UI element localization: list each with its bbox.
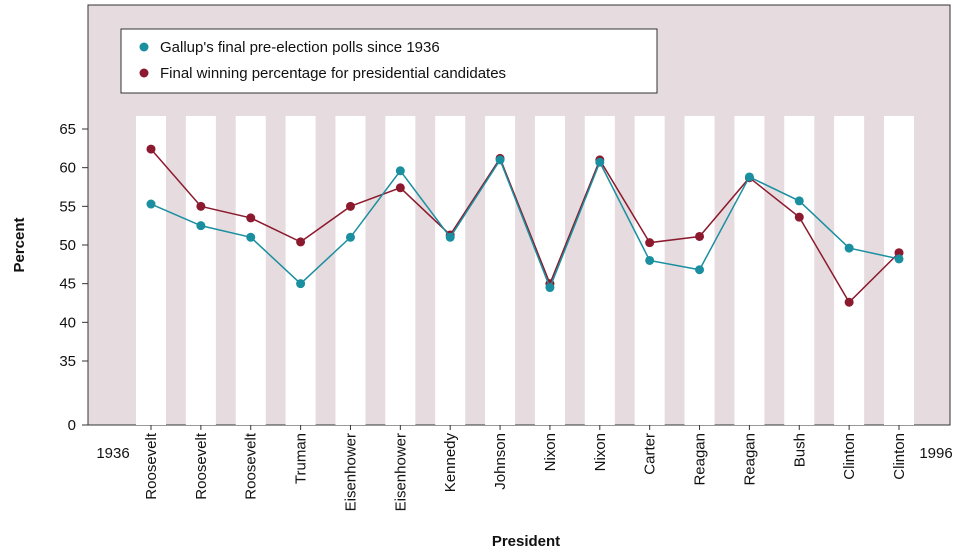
data-point bbox=[196, 221, 206, 231]
category-stripe bbox=[634, 116, 665, 425]
category-stripe bbox=[884, 116, 914, 425]
x-tick-label: Reagan bbox=[692, 433, 709, 486]
category-stripe bbox=[385, 116, 416, 425]
y-tick-label: 55 bbox=[59, 198, 76, 215]
category-stripe bbox=[335, 116, 366, 425]
x-tick-label: Carter bbox=[642, 433, 659, 475]
data-point bbox=[196, 201, 206, 211]
category-stripe bbox=[235, 116, 266, 425]
data-point bbox=[894, 248, 904, 258]
data-point bbox=[545, 283, 555, 293]
y-axis-title: Percent bbox=[11, 217, 28, 272]
data-point bbox=[495, 155, 505, 165]
data-point bbox=[395, 183, 405, 193]
data-point bbox=[445, 232, 455, 242]
y-tick-label: 40 bbox=[59, 314, 76, 331]
x-tick-label: Clinton bbox=[891, 433, 908, 480]
data-point bbox=[894, 254, 904, 264]
x-tick-label: Roosevelt bbox=[193, 432, 210, 500]
x-tick-label: Bush bbox=[791, 433, 808, 467]
category-stripe bbox=[285, 116, 316, 425]
data-point bbox=[345, 232, 355, 242]
legend-marker bbox=[139, 68, 149, 78]
x-tick-label: Truman bbox=[293, 433, 310, 484]
data-point bbox=[695, 231, 705, 241]
x-tick-label: Johnson bbox=[492, 433, 509, 490]
x-axis: Roosevelt Roosevelt Roosevelt Truman Eisenho… bbox=[96, 425, 953, 511]
y-tick-label: 35 bbox=[59, 353, 76, 370]
y-tick-label: 65 bbox=[59, 121, 76, 138]
data-point bbox=[645, 255, 655, 265]
category-stripe bbox=[834, 116, 865, 425]
x-tick-label: Kennedy bbox=[442, 433, 459, 493]
x-end-year-label: 1996 bbox=[919, 445, 952, 462]
x-tick-label: Nixon bbox=[542, 433, 559, 471]
x-tick-label: Reagan bbox=[741, 433, 758, 486]
x-tick-label: Eisenhower bbox=[342, 433, 359, 511]
x-tick-label: Clinton bbox=[841, 433, 858, 480]
data-point bbox=[146, 144, 156, 154]
data-point bbox=[395, 166, 405, 176]
x-axis-title: President bbox=[492, 533, 560, 550]
y-tick-label: 45 bbox=[59, 276, 76, 293]
y-tick-label: 0 bbox=[68, 417, 76, 434]
x-tick-label: Roosevelt bbox=[243, 432, 260, 500]
legend-marker bbox=[139, 42, 149, 52]
y-tick-label: 50 bbox=[59, 237, 76, 254]
category-stripe bbox=[435, 116, 466, 425]
x-tick-label: Eisenhower bbox=[392, 433, 409, 511]
data-point bbox=[296, 279, 306, 289]
category-stripe bbox=[136, 116, 166, 425]
data-point bbox=[246, 232, 256, 242]
series-layer bbox=[146, 144, 904, 307]
category-stripe bbox=[485, 116, 516, 425]
category-stripe bbox=[734, 116, 765, 425]
data-point bbox=[296, 237, 306, 247]
data-point bbox=[844, 297, 854, 307]
category-stripe bbox=[534, 116, 565, 425]
y-axis: 0 35 40 45 50 55 60 65 bbox=[59, 121, 88, 434]
data-point bbox=[695, 265, 705, 275]
category-stripe bbox=[784, 116, 815, 425]
legend-box bbox=[120, 28, 658, 94]
data-point bbox=[595, 157, 605, 167]
y-tick-label: 60 bbox=[59, 160, 76, 177]
data-point bbox=[146, 199, 156, 209]
series-line bbox=[150, 148, 900, 304]
legend-label: Gallup's final pre-election polls since … bbox=[160, 39, 440, 56]
x-tick-label: Roosevelt bbox=[143, 432, 160, 500]
data-point bbox=[794, 212, 804, 222]
data-point bbox=[844, 243, 854, 253]
data-point bbox=[246, 213, 256, 223]
data-point bbox=[744, 172, 754, 182]
category-stripe bbox=[185, 116, 216, 425]
x-start-year-label: 1936 bbox=[96, 445, 129, 462]
category-stripe bbox=[584, 116, 615, 425]
x-tick-label: Nixon bbox=[592, 433, 609, 471]
series-0 bbox=[146, 155, 904, 293]
data-point bbox=[645, 238, 655, 248]
legend: Gallup's final pre-election polls since … bbox=[120, 28, 658, 94]
data-point bbox=[345, 201, 355, 211]
data-point bbox=[794, 196, 804, 206]
legend-label: Final winning percentage for presidentia… bbox=[160, 65, 506, 82]
series-line bbox=[150, 158, 900, 290]
